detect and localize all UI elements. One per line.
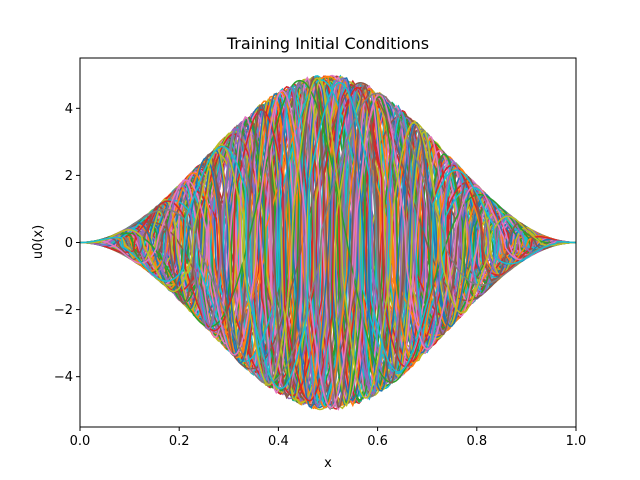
series-line [80,77,576,409]
x-tick-label: 0.0 [70,434,91,449]
series-line [80,76,576,409]
y-axis-label: u0(x) [31,225,46,259]
x-tick-label: 1.0 [566,434,587,449]
x-tick-label: 0.6 [367,434,388,449]
y-tick-label: −4 [54,370,73,385]
y-tick-label: 2 [65,169,73,184]
series-line [80,78,576,409]
x-axis-label: x [324,456,332,471]
y-axis: −4 −2 0 2 4 [54,102,80,385]
x-axis: 0.0 0.2 0.4 0.6 0.8 1.0 [70,427,587,449]
x-tick-label: 0.2 [169,434,190,449]
y-tick-label: −2 [54,303,73,318]
x-tick-label: 0.4 [268,434,289,449]
x-tick-label: 0.8 [466,434,487,449]
series-layer [80,74,576,411]
chart-title: Training Initial Conditions [226,34,429,53]
y-tick-label: 0 [65,236,73,251]
y-tick-label: 4 [65,102,73,117]
series-line [80,92,576,384]
series-line [80,75,576,390]
series-line [80,89,576,409]
series-line [80,114,576,406]
series-line [80,81,576,390]
series-line [80,86,576,402]
